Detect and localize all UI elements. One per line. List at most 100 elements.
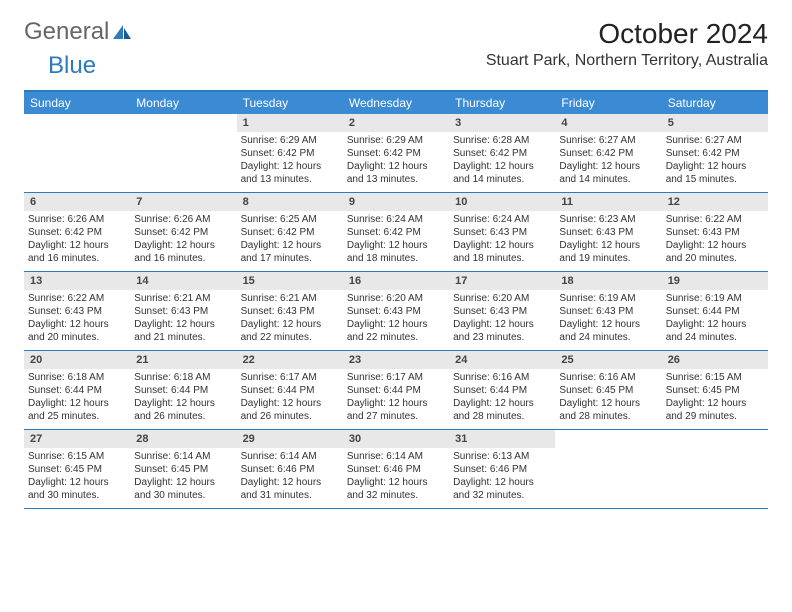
daylight-text: Daylight: 12 hours and 27 minutes. <box>347 397 445 423</box>
daylight-text: Daylight: 12 hours and 22 minutes. <box>241 318 339 344</box>
day-number: 13 <box>24 272 130 290</box>
calendar-cell: 28Sunrise: 6:14 AMSunset: 6:45 PMDayligh… <box>130 430 236 508</box>
daylight-text: Daylight: 12 hours and 18 minutes. <box>347 239 445 265</box>
sunrise-text: Sunrise: 6:22 AM <box>28 292 126 305</box>
sunrise-text: Sunrise: 6:15 AM <box>666 371 764 384</box>
sunrise-text: Sunrise: 6:13 AM <box>453 450 551 463</box>
daylight-text: Daylight: 12 hours and 30 minutes. <box>28 476 126 502</box>
sunset-text: Sunset: 6:43 PM <box>453 226 551 239</box>
daylight-text: Daylight: 12 hours and 13 minutes. <box>241 160 339 186</box>
sunset-text: Sunset: 6:42 PM <box>559 147 657 160</box>
sunrise-text: Sunrise: 6:27 AM <box>666 134 764 147</box>
calendar-cell: 8Sunrise: 6:25 AMSunset: 6:42 PMDaylight… <box>237 193 343 271</box>
day-of-week: Sunday <box>24 92 130 114</box>
calendar-cell: 15Sunrise: 6:21 AMSunset: 6:43 PMDayligh… <box>237 272 343 350</box>
sunrise-text: Sunrise: 6:14 AM <box>347 450 445 463</box>
daylight-text: Daylight: 12 hours and 14 minutes. <box>453 160 551 186</box>
week-row: 20Sunrise: 6:18 AMSunset: 6:44 PMDayligh… <box>24 351 768 430</box>
sunrise-text: Sunrise: 6:14 AM <box>134 450 232 463</box>
sunrise-text: Sunrise: 6:25 AM <box>241 213 339 226</box>
day-number: 28 <box>130 430 236 448</box>
day-number: 27 <box>24 430 130 448</box>
sunrise-text: Sunrise: 6:16 AM <box>453 371 551 384</box>
calendar-cell: 29Sunrise: 6:14 AMSunset: 6:46 PMDayligh… <box>237 430 343 508</box>
sunset-text: Sunset: 6:44 PM <box>347 384 445 397</box>
sunset-text: Sunset: 6:45 PM <box>559 384 657 397</box>
sunset-text: Sunset: 6:43 PM <box>241 305 339 318</box>
calendar-cell: 14Sunrise: 6:21 AMSunset: 6:43 PMDayligh… <box>130 272 236 350</box>
calendar-cell: 31Sunrise: 6:13 AMSunset: 6:46 PMDayligh… <box>449 430 555 508</box>
day-number: 22 <box>237 351 343 369</box>
daylight-text: Daylight: 12 hours and 24 minutes. <box>666 318 764 344</box>
sunset-text: Sunset: 6:43 PM <box>559 305 657 318</box>
sunrise-text: Sunrise: 6:29 AM <box>347 134 445 147</box>
daylight-text: Daylight: 12 hours and 28 minutes. <box>453 397 551 423</box>
day-number: 9 <box>343 193 449 211</box>
day-number: 15 <box>237 272 343 290</box>
calendar-cell: . <box>24 114 130 192</box>
calendar-cell: 10 Sunrise: 6:24 AMSunset: 6:43 PMDayligh… <box>449 193 555 271</box>
sunset-text: Sunset: 6:42 PM <box>453 147 551 160</box>
calendar-cell: . <box>662 430 768 508</box>
sunrise-text: Sunrise: 6:26 AM <box>28 213 126 226</box>
sunrise-text: Sunrise: 6:15 AM <box>28 450 126 463</box>
sunset-text: Sunset: 6:44 PM <box>28 384 126 397</box>
sunset-text: Sunset: 6:43 PM <box>134 305 232 318</box>
daylight-text: Daylight: 12 hours and 21 minutes. <box>134 318 232 344</box>
daylight-text: Daylight: 12 hours and 22 minutes. <box>347 318 445 344</box>
daylight-text: Daylight: 12 hours and 18 minutes. <box>453 239 551 265</box>
sunrise-text: Sunrise: 6:20 AM <box>453 292 551 305</box>
daylight-text: Daylight: 12 hours and 16 minutes. <box>134 239 232 265</box>
day-number: 10 <box>449 193 555 211</box>
sunset-text: Sunset: 6:43 PM <box>559 226 657 239</box>
day-number: 25 <box>555 351 661 369</box>
calendar-cell: 20Sunrise: 6:18 AMSunset: 6:44 PMDayligh… <box>24 351 130 429</box>
day-number: 23 <box>343 351 449 369</box>
daylight-text: Daylight: 12 hours and 24 minutes. <box>559 318 657 344</box>
calendar-cell: 5Sunrise: 6:27 AMSunset: 6:42 PMDaylight… <box>662 114 768 192</box>
calendar-cell: 11Sunrise: 6:23 AMSunset: 6:43 PMDayligh… <box>555 193 661 271</box>
sunrise-text: Sunrise: 6:14 AM <box>241 450 339 463</box>
daylight-text: Daylight: 12 hours and 20 minutes. <box>666 239 764 265</box>
title-block: October 2024 Stuart Park, Northern Terri… <box>486 18 768 70</box>
calendar-cell: . <box>130 114 236 192</box>
day-number: 16 <box>343 272 449 290</box>
day-number: 2 <box>343 114 449 132</box>
calendar-cell: 26Sunrise: 6:15 AMSunset: 6:45 PMDayligh… <box>662 351 768 429</box>
day-number: 21 <box>130 351 236 369</box>
sunset-text: Sunset: 6:43 PM <box>347 305 445 318</box>
day-number: 3 <box>449 114 555 132</box>
daylight-text: Daylight: 12 hours and 14 minutes. <box>559 160 657 186</box>
sunset-text: Sunset: 6:42 PM <box>241 226 339 239</box>
sunset-text: Sunset: 6:43 PM <box>453 305 551 318</box>
day-number: 5 <box>662 114 768 132</box>
sunrise-text: Sunrise: 6:20 AM <box>347 292 445 305</box>
week-row: ..1Sunrise: 6:29 AMSunset: 6:42 PMDaylig… <box>24 114 768 193</box>
calendar-cell: 2Sunrise: 6:29 AMSunset: 6:42 PMDaylight… <box>343 114 449 192</box>
sunset-text: Sunset: 6:43 PM <box>666 226 764 239</box>
sunrise-text: Sunrise: 6:16 AM <box>559 371 657 384</box>
calendar-cell: 9Sunrise: 6:24 AMSunset: 6:42 PMDaylight… <box>343 193 449 271</box>
day-of-week: Tuesday <box>237 92 343 114</box>
day-number: 18 <box>555 272 661 290</box>
calendar-cell: . <box>555 430 661 508</box>
calendar-cell: 1Sunrise: 6:29 AMSunset: 6:42 PMDaylight… <box>237 114 343 192</box>
sunrise-text: Sunrise: 6:24 AM <box>347 213 445 226</box>
sunset-text: Sunset: 6:46 PM <box>347 463 445 476</box>
calendar-cell: 22Sunrise: 6:17 AMSunset: 6:44 PMDayligh… <box>237 351 343 429</box>
week-row: 6Sunrise: 6:26 AMSunset: 6:42 PMDaylight… <box>24 193 768 272</box>
calendar-cell: 24Sunrise: 6:16 AMSunset: 6:44 PMDayligh… <box>449 351 555 429</box>
sunset-text: Sunset: 6:45 PM <box>666 384 764 397</box>
sunrise-text: Sunrise: 6:24 AM <box>453 213 551 226</box>
sunrise-text: Sunrise: 6:29 AM <box>241 134 339 147</box>
calendar: SundayMondayTuesdayWednesdayThursdayFrid… <box>24 90 768 509</box>
day-number: 19 <box>662 272 768 290</box>
sunrise-text: Sunrise: 6:19 AM <box>559 292 657 305</box>
day-number: 4 <box>555 114 661 132</box>
sunrise-text: Sunrise: 6:22 AM <box>666 213 764 226</box>
daylight-text: Daylight: 12 hours and 29 minutes. <box>666 397 764 423</box>
calendar-cell: 16 Sunrise: 6:20 AMSunset: 6:43 PMDayligh… <box>343 272 449 350</box>
calendar-cell: 12Sunrise: 6:22 AMSunset: 6:43 PMDayligh… <box>662 193 768 271</box>
calendar-cell: 3Sunrise: 6:28 AMSunset: 6:42 PMDaylight… <box>449 114 555 192</box>
day-number: 11 <box>555 193 661 211</box>
